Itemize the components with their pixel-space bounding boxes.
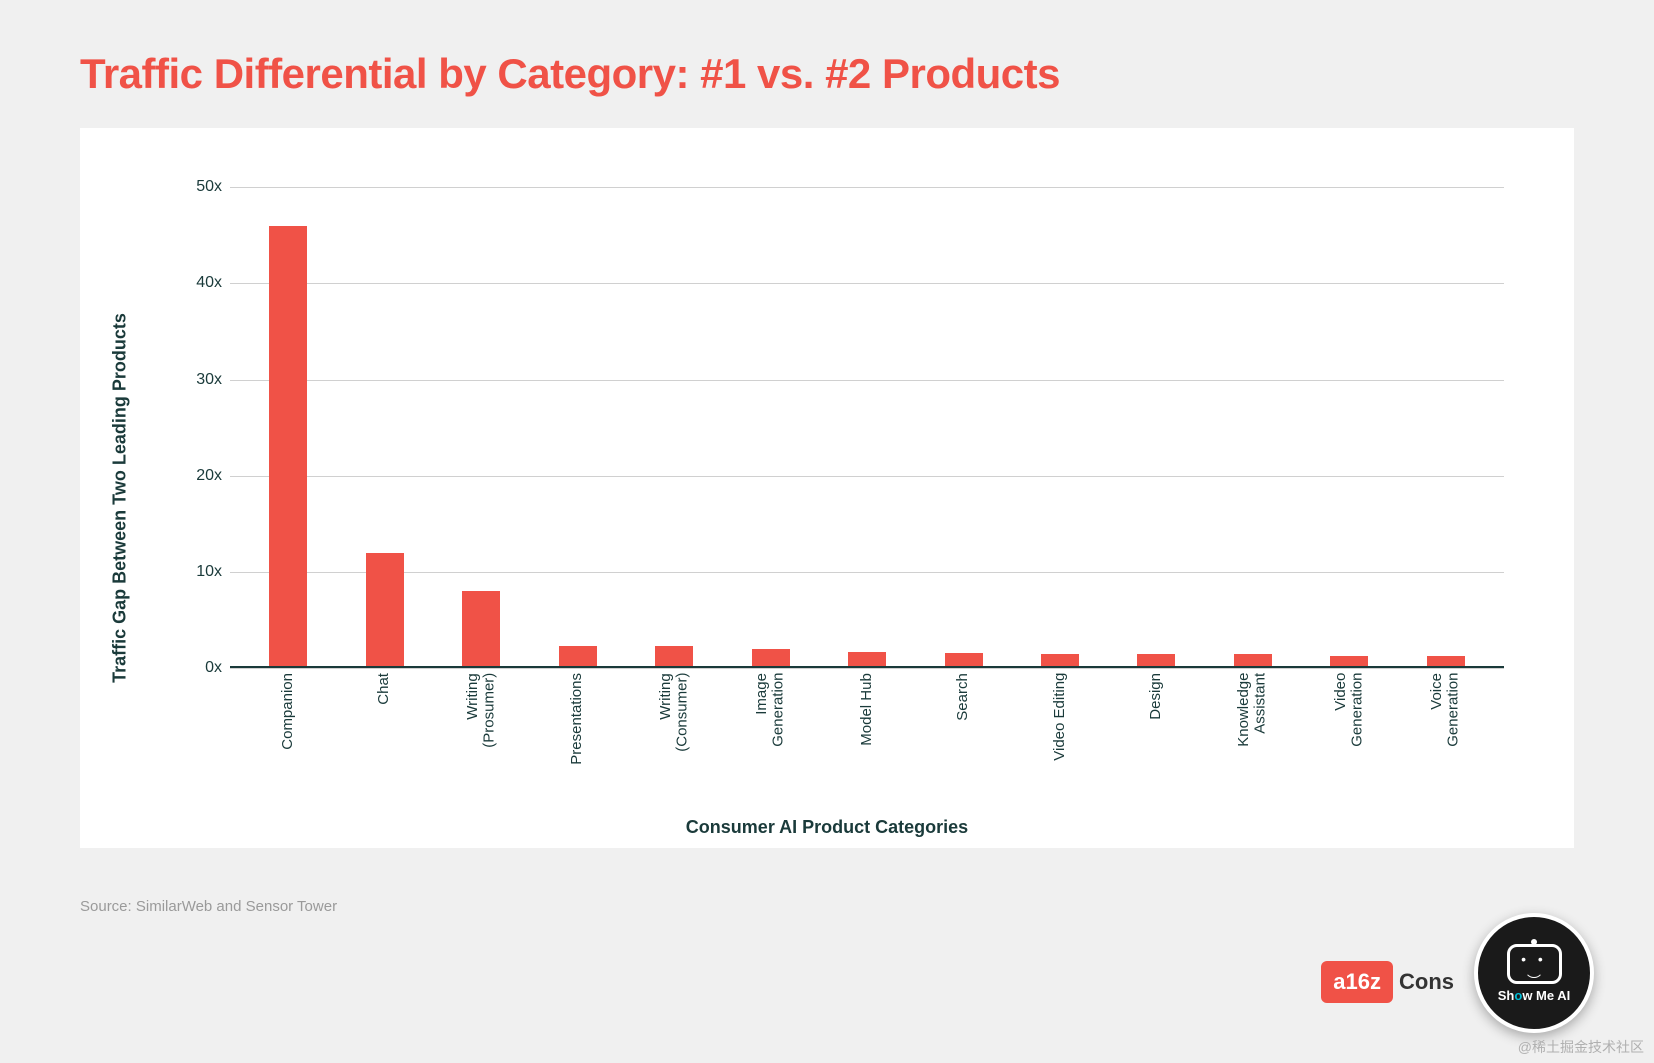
y-tick-label: 0x bbox=[205, 659, 222, 677]
x-category-label: Image Generation bbox=[754, 673, 787, 765]
bar-slot bbox=[529, 168, 625, 668]
bar bbox=[559, 646, 597, 668]
bar-slot bbox=[1398, 168, 1494, 668]
showmeai-text: Show Me AI bbox=[1498, 988, 1571, 1003]
x-category-label: Model Hub bbox=[859, 673, 876, 765]
a16z-logo-text: Cons bbox=[1399, 969, 1454, 995]
bar-slot bbox=[240, 168, 336, 668]
y-tick-label: 30x bbox=[196, 371, 222, 389]
bar bbox=[366, 553, 404, 668]
bar-slot bbox=[1108, 168, 1204, 668]
bar-slot bbox=[336, 168, 432, 668]
bar-slot bbox=[626, 168, 722, 668]
bar-slot bbox=[722, 168, 818, 668]
plot-area: 0x10x20x30x40x50x bbox=[230, 168, 1504, 668]
a16z-logo-box: a16z bbox=[1321, 961, 1393, 1003]
robot-icon bbox=[1507, 944, 1562, 984]
x-category-label: Companion bbox=[280, 673, 297, 765]
bar-slot bbox=[433, 168, 529, 668]
x-category-label: Design bbox=[1148, 673, 1165, 765]
x-category-label: Search bbox=[955, 673, 972, 765]
y-tick-label: 10x bbox=[196, 563, 222, 581]
bar bbox=[462, 591, 500, 668]
bar bbox=[655, 646, 693, 668]
y-axis-label: Traffic Gap Between Two Leading Products bbox=[110, 313, 131, 683]
x-category-label: Video Editing bbox=[1052, 673, 1069, 765]
bar-slot bbox=[1301, 168, 1397, 668]
bar-slot bbox=[915, 168, 1011, 668]
showmeai-badge: Show Me AI bbox=[1474, 913, 1594, 1033]
bar-slot bbox=[1205, 168, 1301, 668]
y-tick-label: 50x bbox=[196, 178, 222, 196]
x-category-label: Writing (Consumer) bbox=[658, 673, 691, 765]
chart-title: Traffic Differential by Category: #1 vs.… bbox=[80, 50, 1574, 98]
bars-container bbox=[230, 168, 1504, 668]
a16z-logo: a16z Cons bbox=[1321, 961, 1454, 1003]
x-category-label: Voice Generation bbox=[1429, 673, 1462, 765]
x-axis-labels: Companion Chat Writing (Prosumer) Presentat… bbox=[230, 673, 1504, 765]
gridline bbox=[230, 668, 1504, 669]
x-axis-baseline bbox=[230, 666, 1504, 668]
x-category-label: Knowledge Assistant bbox=[1236, 673, 1269, 765]
y-tick-label: 20x bbox=[196, 467, 222, 485]
bar-slot bbox=[819, 168, 915, 668]
watermark-text: @稀土掘金技术社区 bbox=[1518, 1037, 1644, 1057]
y-tick-label: 40x bbox=[196, 274, 222, 292]
x-category-label: Chat bbox=[376, 673, 393, 765]
x-category-label: Writing (Prosumer) bbox=[465, 673, 498, 765]
x-category-label: Presentations bbox=[569, 673, 586, 765]
source-attribution: Source: SimilarWeb and Sensor Tower bbox=[80, 898, 1574, 915]
x-category-label: Video Generation bbox=[1333, 673, 1366, 765]
x-axis-title: Consumer AI Product Categories bbox=[686, 817, 968, 838]
bar-slot bbox=[1012, 168, 1108, 668]
bar bbox=[269, 226, 307, 668]
chart-panel: Traffic Gap Between Two Leading Products… bbox=[80, 128, 1574, 848]
